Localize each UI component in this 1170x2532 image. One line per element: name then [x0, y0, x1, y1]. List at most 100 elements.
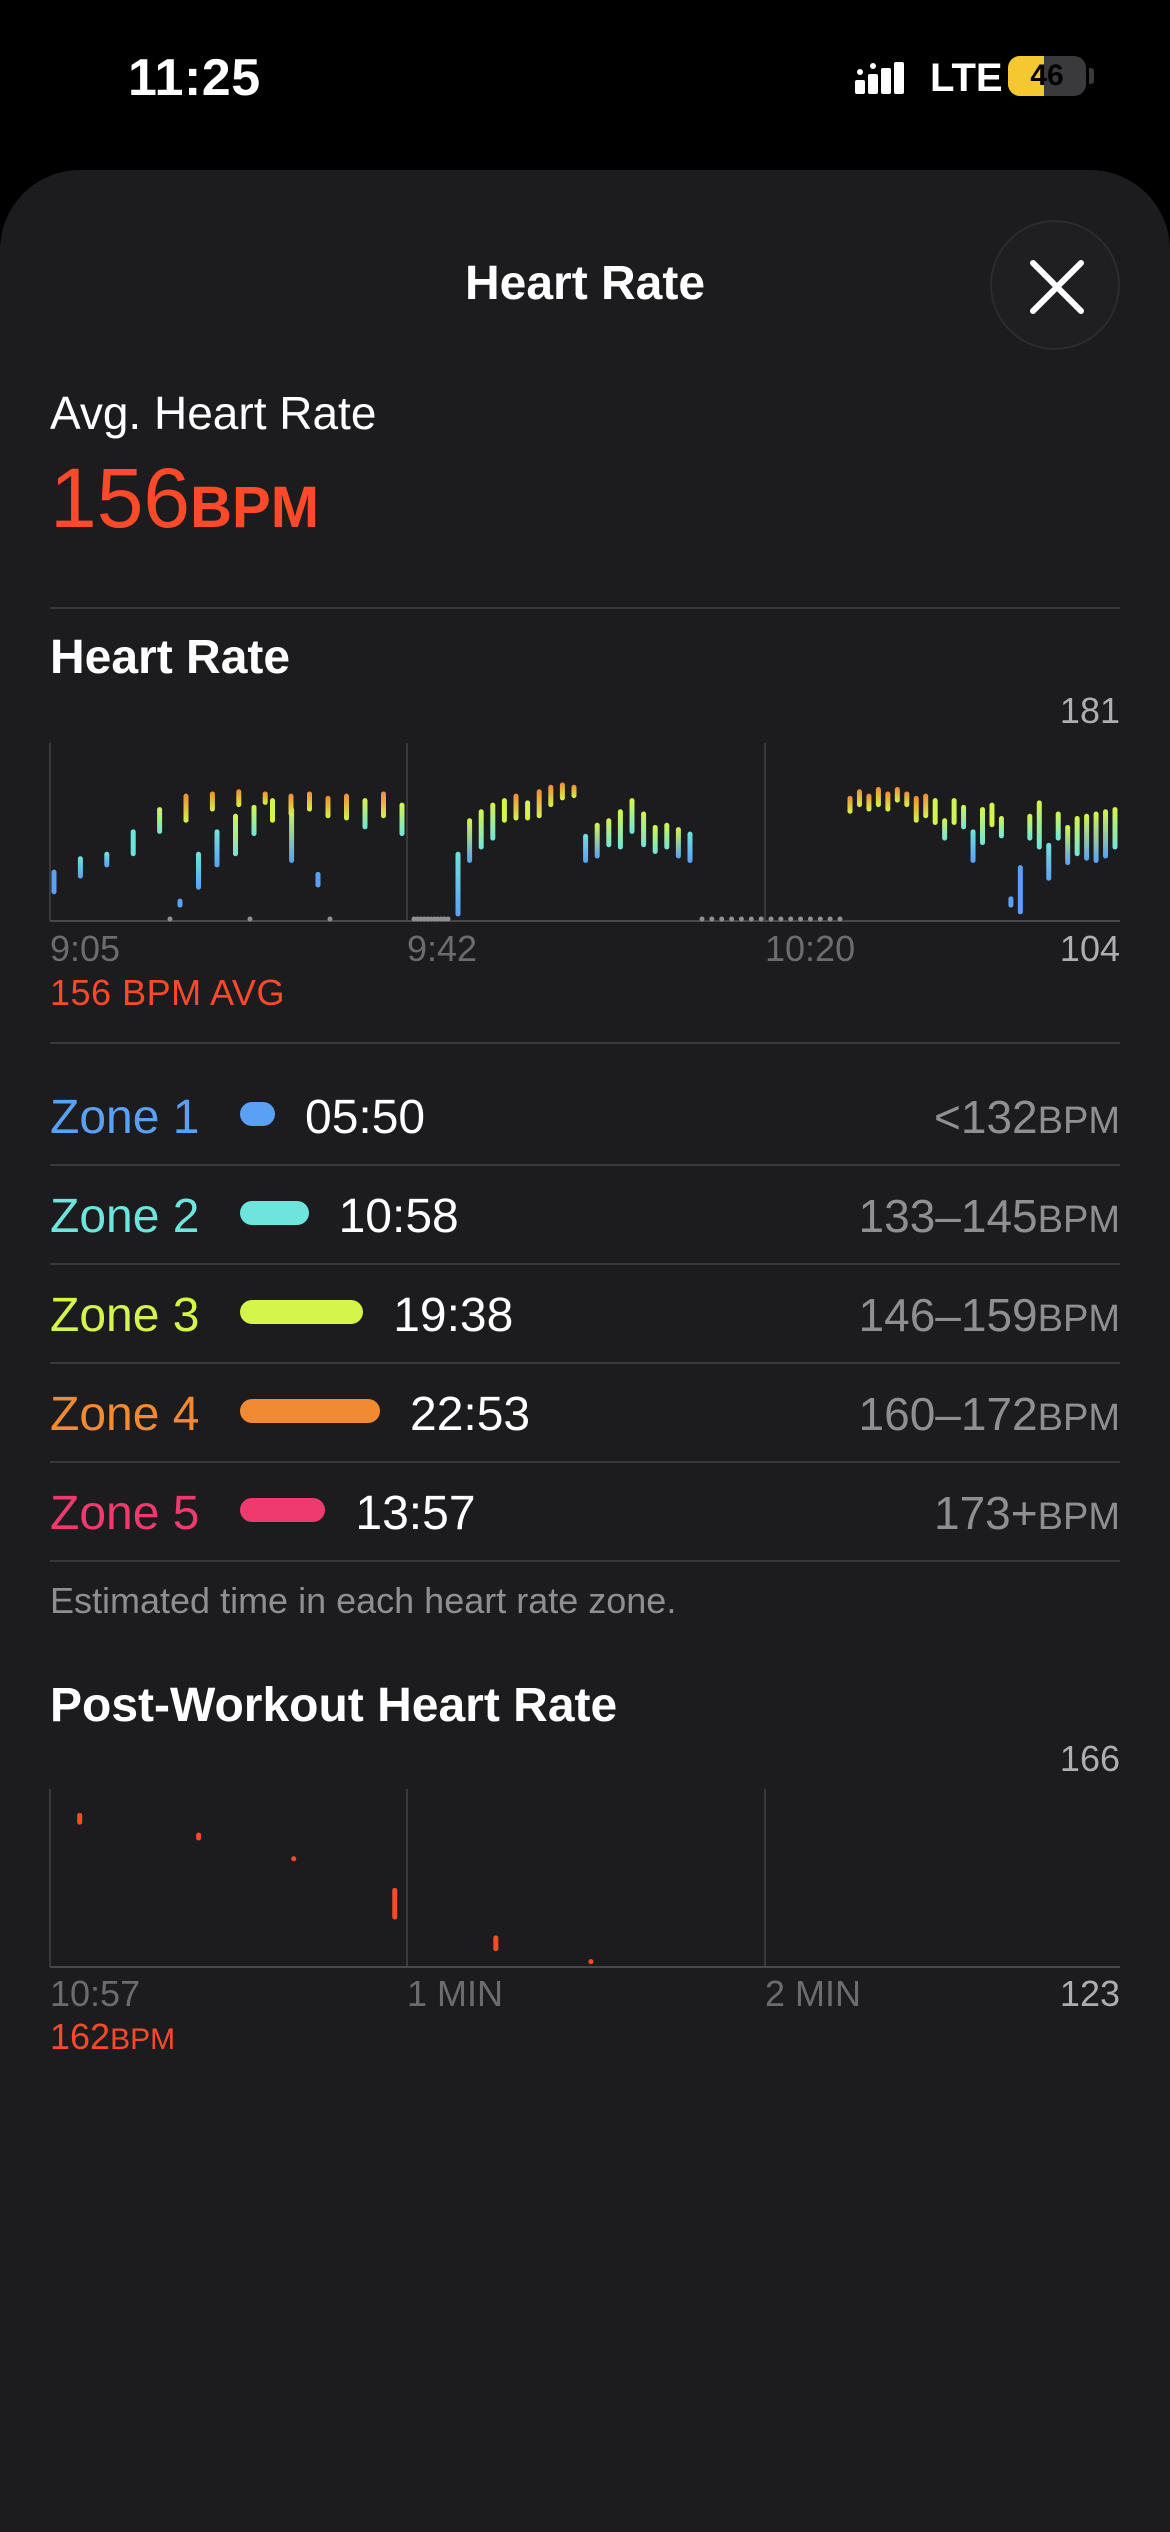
post-x-label-start: 10:57: [50, 1973, 141, 2014]
zone-bar: [240, 1300, 364, 1324]
status-time: 11:25: [128, 49, 261, 107]
hr-bar: [652, 824, 658, 854]
hr-bar: [548, 784, 554, 808]
hr-bar: [989, 802, 995, 828]
zone-bar: [240, 1102, 275, 1126]
divider: [50, 1263, 1120, 1265]
post-caption-unit: BPM: [110, 2023, 176, 2056]
hr-gap-dot: [445, 916, 451, 922]
heart-rate-chart: [49, 743, 1120, 922]
hr-bar: [513, 793, 519, 821]
hr-bar: [1074, 816, 1080, 857]
hr-bar: [315, 871, 321, 888]
hr-bar: [381, 791, 386, 819]
zone-range: 133–145BPM: [859, 1189, 1120, 1243]
hr-bar: [932, 798, 938, 825]
close-button[interactable]: [990, 220, 1120, 350]
zone-bar: [240, 1399, 380, 1423]
post-bar: [196, 1832, 202, 1841]
network-type: LTE: [930, 56, 1003, 100]
hr-bar: [490, 802, 496, 841]
hr-gap-dot: [798, 916, 804, 922]
hr-bar: [307, 791, 312, 812]
hr-bar: [196, 851, 201, 890]
post-bar: [392, 1887, 398, 1920]
zone-bar: [240, 1498, 326, 1522]
hr-x-label-start: 9:05: [50, 928, 121, 969]
avg-value-unit: BPM: [190, 475, 320, 540]
zone-time: 05:50: [305, 1091, 426, 1144]
cellular-signal-icon: [855, 62, 904, 94]
hr-bar: [104, 851, 110, 868]
battery-icon: 46: [1008, 56, 1086, 96]
hr-bar: [288, 793, 294, 817]
hr-bar: [885, 791, 891, 812]
hr-bar: [536, 789, 542, 819]
post-x-label-1min: 1 MIN: [407, 1973, 504, 2014]
post-bar: [493, 1935, 499, 1952]
hr-bar: [209, 791, 215, 812]
hr-gap-dot: [167, 916, 173, 922]
close-icon: [1030, 260, 1084, 314]
hr-x-label-mid: 9:42: [407, 928, 478, 969]
zone-range-value: 133–145: [858, 1190, 1038, 1242]
divider: [50, 1461, 1120, 1463]
hr-bar: [251, 804, 257, 837]
post-caption-value: 162: [50, 2016, 111, 2057]
hr-bar: [214, 829, 220, 868]
hr-gap-dot: [827, 916, 833, 922]
zone-range-unit: BPM: [1037, 1397, 1120, 1439]
zones-footnote: Estimated time in each heart rate zone.: [50, 1580, 677, 1621]
hr-bar: [1017, 865, 1023, 915]
hr-bar: [1008, 896, 1014, 908]
hr-bar: [236, 789, 242, 808]
hr-bar: [664, 822, 670, 850]
post-workout-title: Post-Workout Heart Rate: [50, 1679, 618, 1732]
sheet-title: Heart Rate: [464, 257, 706, 310]
hr-gap-dot: [719, 916, 725, 922]
hr-bar: [1065, 824, 1071, 866]
post-bar: [77, 1812, 83, 1825]
divider: [50, 1560, 1120, 1562]
zone-time: 10:58: [338, 1190, 459, 1243]
hr-bar: [455, 851, 461, 917]
zone-time: 13:57: [355, 1487, 476, 1540]
hr-bar: [998, 816, 1004, 839]
zone-range-unit: BPM: [1037, 1298, 1120, 1340]
hr-bar: [1036, 800, 1042, 850]
zone-range: 146–159BPM: [859, 1288, 1120, 1342]
hr-bar: [951, 798, 957, 825]
zone-name: Zone 5: [50, 1487, 200, 1540]
hr-y-max-label: 181: [1059, 690, 1120, 731]
hr-bar: [157, 807, 163, 834]
zone-range-unit: BPM: [1037, 1100, 1120, 1142]
hr-bar: [183, 793, 189, 823]
hr-gap-dot: [247, 916, 253, 922]
zone-name: Zone 4: [50, 1388, 200, 1441]
zone-name: Zone 2: [50, 1190, 200, 1243]
zone-name: Zone 1: [50, 1091, 200, 1144]
zone-range-unit: BPM: [1037, 1199, 1120, 1241]
hr-gap-dot: [748, 916, 754, 922]
heart-rate-sheet: [0, 170, 1170, 2532]
hr-bar: [344, 793, 349, 821]
hr-bar: [1103, 809, 1109, 859]
hr-bar: [130, 829, 136, 857]
hr-gap-dot: [699, 916, 705, 922]
hr-bar: [478, 809, 484, 850]
zone-range: 160–172BPM: [859, 1387, 1120, 1441]
hr-bar: [399, 802, 405, 837]
hr-gap-dot: [807, 916, 813, 922]
zone-range: 173+BPM: [934, 1486, 1120, 1540]
hr-gap-dot: [729, 916, 735, 922]
hr-gap-dot: [837, 916, 843, 922]
divider: [50, 1042, 1120, 1044]
post-workout-caption: 162BPM: [50, 2016, 175, 2058]
zone-row: Zone 3 19:38 146–159BPM: [50, 1266, 1120, 1364]
hr-bar: [904, 791, 910, 808]
hr-gap-dot: [758, 916, 764, 922]
hr-bar: [177, 898, 183, 908]
hr-bar: [866, 793, 872, 812]
hr-gap-dot: [768, 916, 774, 922]
hr-bar: [961, 804, 967, 830]
